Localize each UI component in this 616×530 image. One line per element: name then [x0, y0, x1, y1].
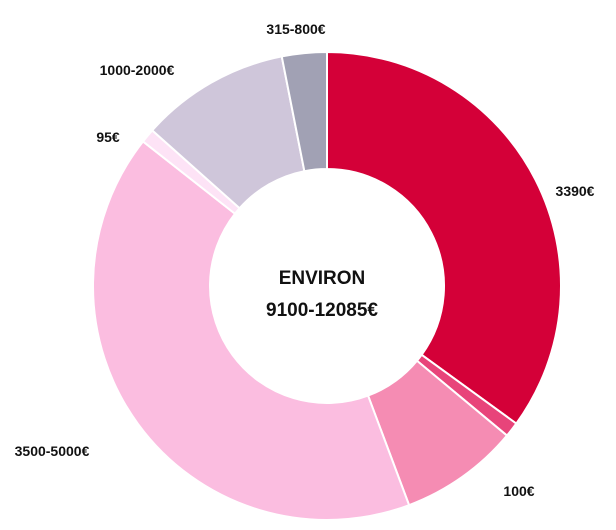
slice-label-6: 315-800€ — [266, 21, 325, 37]
slice-labels: 3390€ 100€ 3500-5000€ 95€ 1000-2000€ 315-800€ — [15, 21, 595, 499]
slice-label-4: 95€ — [96, 129, 120, 145]
donut-slice-6 — [280, 50, 328, 173]
center-title: ENVIRON — [279, 268, 366, 289]
slice-label-5: 1000-2000€ — [100, 62, 175, 78]
slice-label-3: 3500-5000€ — [15, 443, 90, 459]
donut-slice-3 — [92, 140, 411, 521]
center-subtitle: 9100-12085€ — [266, 300, 378, 321]
donut-slices — [92, 50, 562, 521]
slice-label-0: 3390€ — [556, 183, 595, 199]
donut-slice-0 — [326, 50, 562, 425]
slice-label-2: 100€ — [503, 483, 534, 499]
